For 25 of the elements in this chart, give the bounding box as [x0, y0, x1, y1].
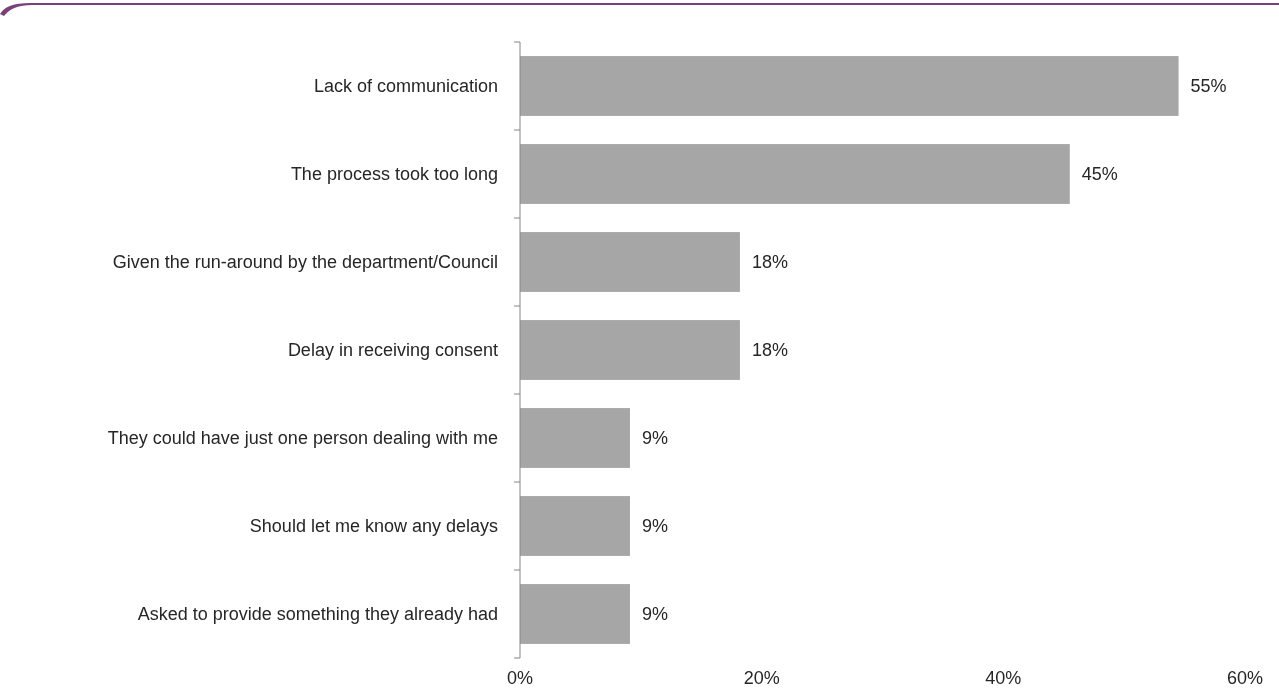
x-tick-label: 0%: [506, 668, 534, 688]
x-tick-label: 60%: [1226, 668, 1264, 688]
y-tick-label: Asked to provide something they already had: [137, 604, 498, 624]
data-label: 18%: [751, 340, 788, 360]
bar: [520, 232, 740, 292]
bar: [520, 320, 740, 380]
data-label: 9%: [641, 516, 668, 536]
data-label: 18%: [751, 252, 788, 272]
y-tick-label: Should let me know any delays: [249, 516, 498, 536]
data-label: 9%: [641, 604, 668, 624]
y-tick-label: The process took too long: [290, 164, 498, 184]
data-label: 55%: [1190, 76, 1227, 96]
bar: [520, 144, 1070, 204]
bar: [520, 584, 630, 644]
bar: [520, 408, 630, 468]
data-label: 45%: [1081, 164, 1118, 184]
y-tick-label: Given the run-around by the department/Council: [112, 252, 498, 272]
bar: [520, 56, 1179, 116]
y-tick-label: They could have just one person dealing with me: [107, 428, 498, 448]
data-label: 9%: [641, 428, 668, 448]
y-tick-label: Lack of communication: [313, 76, 498, 96]
x-tick-label: 40%: [985, 668, 1022, 688]
x-tick-label: 20%: [743, 668, 780, 688]
bar: [520, 496, 630, 556]
y-tick-label: Delay in receiving consent: [287, 340, 498, 360]
